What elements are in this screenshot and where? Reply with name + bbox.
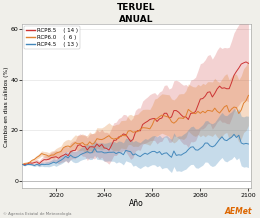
X-axis label: Año: Año <box>129 199 144 208</box>
Title: TERUEL
ANUAL: TERUEL ANUAL <box>117 3 156 24</box>
Legend: RCP8.5    ( 14 ), RCP6.0    (  6 ), RCP4.5    ( 13 ): RCP8.5 ( 14 ), RCP6.0 ( 6 ), RCP4.5 ( 13… <box>24 26 80 49</box>
Text: AEMet: AEMet <box>225 207 252 216</box>
Y-axis label: Cambio en dias cálidos (%): Cambio en dias cálidos (%) <box>3 66 9 147</box>
Text: © Agencia Estatal de Meteorología: © Agencia Estatal de Meteorología <box>3 212 71 216</box>
